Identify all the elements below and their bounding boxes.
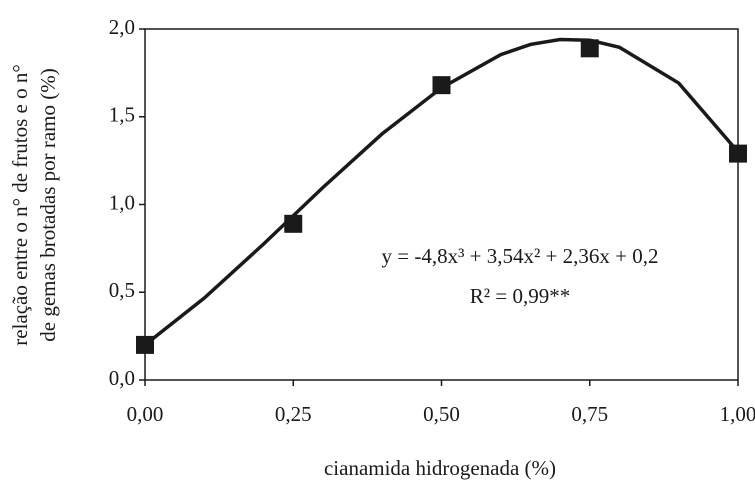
y-tick-label: 0,0	[109, 366, 135, 390]
x-axis-label: cianamida hidrogenada (%)	[324, 456, 556, 480]
data-point	[136, 335, 154, 354]
data-point	[580, 39, 599, 58]
y-axis-label: relação entre o n° de frutos e o n° de g…	[8, 64, 60, 346]
data-point	[284, 214, 303, 233]
x-tick-label: 0,25	[275, 402, 312, 426]
x-tick-label: 0,50	[423, 402, 460, 426]
fit-curve	[143, 37, 740, 347]
y-tick-label: 1,0	[109, 190, 135, 214]
data-point	[432, 76, 451, 95]
r-squared: R² = 0,99**	[470, 284, 570, 308]
y-axis-label-line: de gemas brotadas por ramo (%)	[36, 68, 60, 341]
x-tick-label: 0,75	[571, 402, 608, 426]
data-point	[729, 144, 747, 163]
y-axis-label-line: relação entre o n° de frutos e o n°	[8, 64, 32, 346]
x-tick-label: 1,00	[720, 402, 755, 426]
x-tick-label: 0,00	[127, 402, 164, 426]
y-tick-label: 2,0	[109, 15, 135, 39]
y-tick-label: 1,5	[109, 103, 135, 127]
equation: y = -4,8x³ + 3,54x² + 2,36x + 0,2	[382, 244, 659, 268]
y-tick-label: 0,5	[109, 278, 135, 302]
